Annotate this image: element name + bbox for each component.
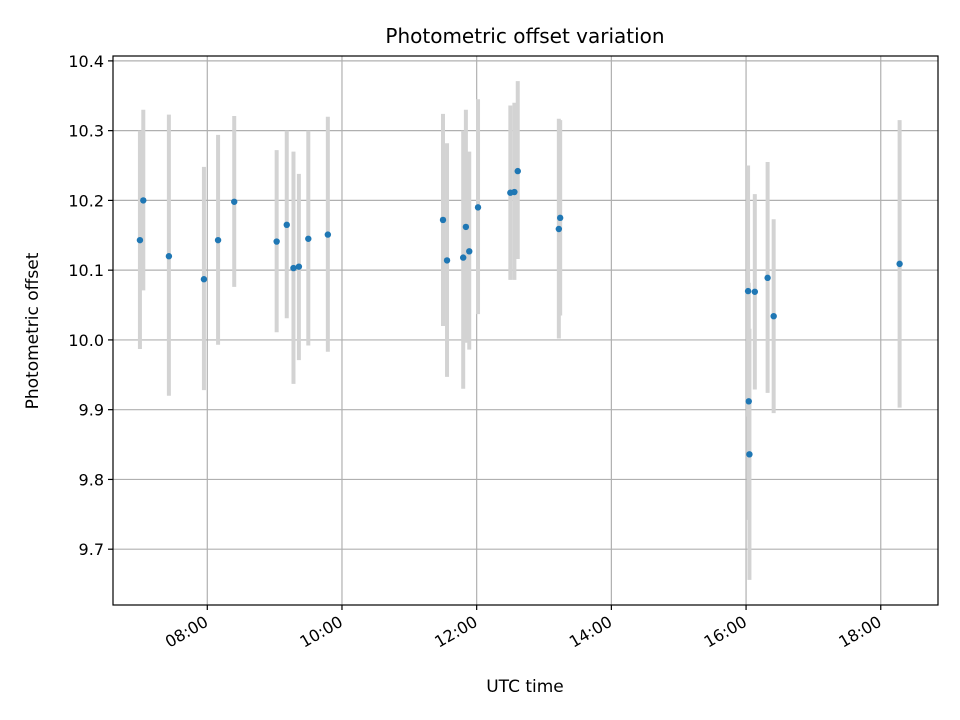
plot-frame bbox=[112, 55, 939, 606]
y-axis-ticks: 9.7 9.8 9.9 10.0 10.1 10.2 10.3 10.4 bbox=[68, 52, 113, 559]
y-tick-label: 10.3 bbox=[68, 122, 104, 141]
data-point bbox=[165, 253, 173, 260]
data-point bbox=[200, 276, 208, 283]
data-point bbox=[514, 167, 521, 175]
x-axis-ticks: 08:00 10:00 12:00 14:00 16:00 18:00 bbox=[162, 605, 885, 652]
y-tick-label: 9.7 bbox=[79, 540, 104, 559]
data-point bbox=[466, 248, 473, 255]
error-bars bbox=[137, 81, 902, 580]
data-point bbox=[770, 312, 777, 320]
y-tick-label: 10.0 bbox=[68, 331, 104, 350]
data-point bbox=[474, 204, 482, 211]
data-point bbox=[556, 214, 564, 222]
data-point bbox=[324, 231, 332, 238]
y-tick-label: 9.9 bbox=[79, 401, 104, 420]
data-point bbox=[746, 451, 753, 458]
data-point bbox=[136, 236, 144, 244]
x-tick-label: 12:00 bbox=[431, 612, 480, 652]
data-point bbox=[460, 254, 467, 261]
data-point bbox=[443, 257, 451, 264]
data-point bbox=[140, 197, 147, 204]
y-tick-label: 10.2 bbox=[68, 191, 104, 210]
data-point bbox=[231, 198, 238, 205]
x-tick-label: 10:00 bbox=[297, 612, 346, 652]
chart-title: Photometric offset variation bbox=[385, 24, 664, 48]
data-point bbox=[896, 260, 903, 268]
x-tick-label: 14:00 bbox=[566, 612, 615, 652]
y-axis-label: Photometric offset bbox=[23, 252, 43, 409]
data-point bbox=[305, 235, 312, 242]
grid-lines bbox=[113, 56, 938, 605]
data-points bbox=[136, 167, 903, 458]
x-tick-label: 08:00 bbox=[162, 612, 211, 652]
data-point bbox=[283, 221, 290, 229]
data-point bbox=[273, 238, 280, 245]
x-tick-label: 18:00 bbox=[835, 612, 884, 652]
data-point bbox=[744, 287, 752, 295]
data-point bbox=[764, 274, 771, 282]
data-point bbox=[290, 264, 297, 272]
data-point bbox=[555, 225, 563, 233]
data-point bbox=[745, 398, 752, 405]
data-point bbox=[439, 216, 447, 224]
y-tick-label: 10.4 bbox=[68, 52, 104, 71]
data-point bbox=[462, 223, 470, 231]
x-tick-label: 16:00 bbox=[701, 612, 750, 652]
data-point bbox=[214, 236, 222, 244]
y-tick-label: 10.1 bbox=[68, 261, 104, 280]
data-point bbox=[295, 263, 303, 270]
x-axis-label: UTC time bbox=[486, 677, 564, 697]
data-point bbox=[751, 288, 759, 295]
data-point bbox=[511, 188, 518, 196]
y-tick-label: 9.8 bbox=[79, 470, 104, 489]
